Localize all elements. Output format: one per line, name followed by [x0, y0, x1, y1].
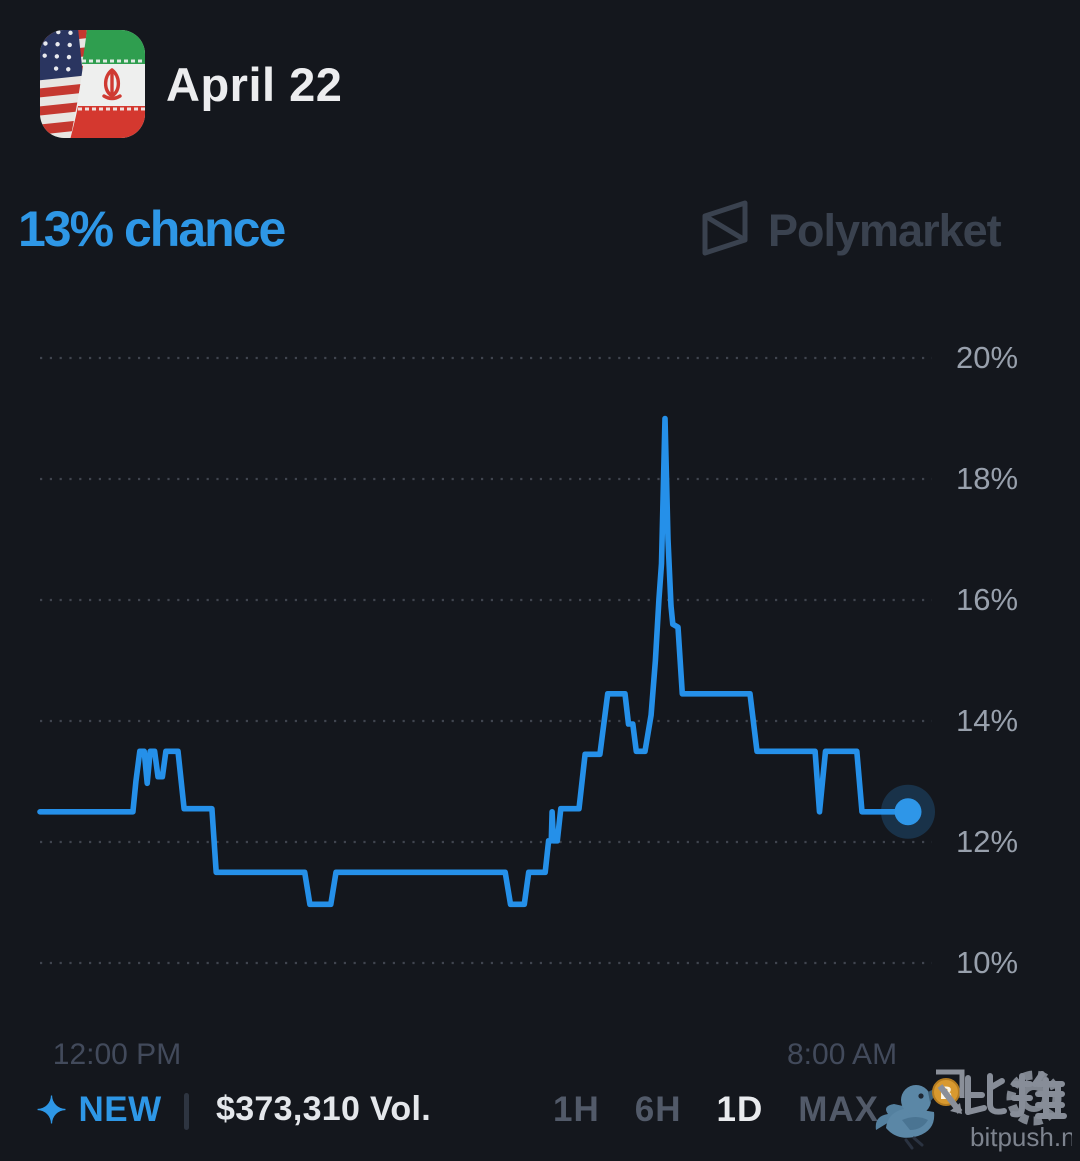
chance-label: 13% chance — [18, 201, 286, 257]
x-tick-label: 12:00 PM — [52, 1038, 182, 1071]
price-chart[interactable] — [0, 330, 1080, 1011]
range-button-1d[interactable]: 1D — [716, 1090, 764, 1129]
sparkle-icon: ✦ — [36, 1089, 68, 1131]
bird-icon — [875, 1084, 944, 1150]
us-iran-flags-icon — [40, 30, 145, 138]
volume-label: $373,310 Vol. — [216, 1090, 431, 1128]
flags-graphic — [40, 30, 145, 138]
range-button-max[interactable]: MAX — [798, 1090, 880, 1129]
chance-line — [37, 415, 911, 908]
range-button-1h[interactable]: 1H — [553, 1090, 600, 1129]
time-range-selector: 1H 6H 1D MAX — [553, 1090, 879, 1130]
bitpush-cjk-logo — [965, 1071, 1067, 1119]
footer-divider — [184, 1093, 189, 1130]
share-arrow-icon — [936, 1069, 965, 1114]
new-badge-label: NEW — [78, 1090, 162, 1129]
polymarket-watermark: Polymarket — [698, 199, 1002, 262]
y-tick-label: 14% — [956, 703, 1019, 738]
new-badge: ✦ NEW — [36, 1090, 162, 1130]
bitpush-watermark: B bitpush.news — [872, 1068, 1080, 1160]
y-tick-label: 12% — [956, 824, 1019, 859]
page-title: April 22 — [166, 58, 343, 111]
y-tick-label: 16% — [956, 582, 1019, 617]
polymarket-logo-icon — [698, 199, 752, 262]
y-tick-label: 10% — [956, 945, 1019, 980]
x-tick-label: 8:00 AM — [786, 1038, 898, 1071]
endpoint-dot — [894, 798, 922, 826]
bitpush-domain: bitpush.news — [970, 1122, 1072, 1152]
y-tick-label: 20% — [956, 340, 1019, 375]
range-button-6h[interactable]: 6H — [634, 1090, 682, 1129]
polymarket-logo-text: Polymarket — [768, 204, 1002, 256]
y-tick-label: 18% — [956, 461, 1019, 496]
